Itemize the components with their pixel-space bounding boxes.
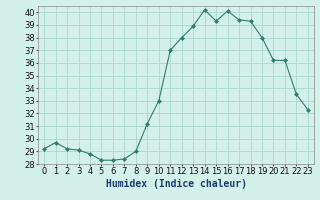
X-axis label: Humidex (Indice chaleur): Humidex (Indice chaleur) — [106, 179, 246, 189]
